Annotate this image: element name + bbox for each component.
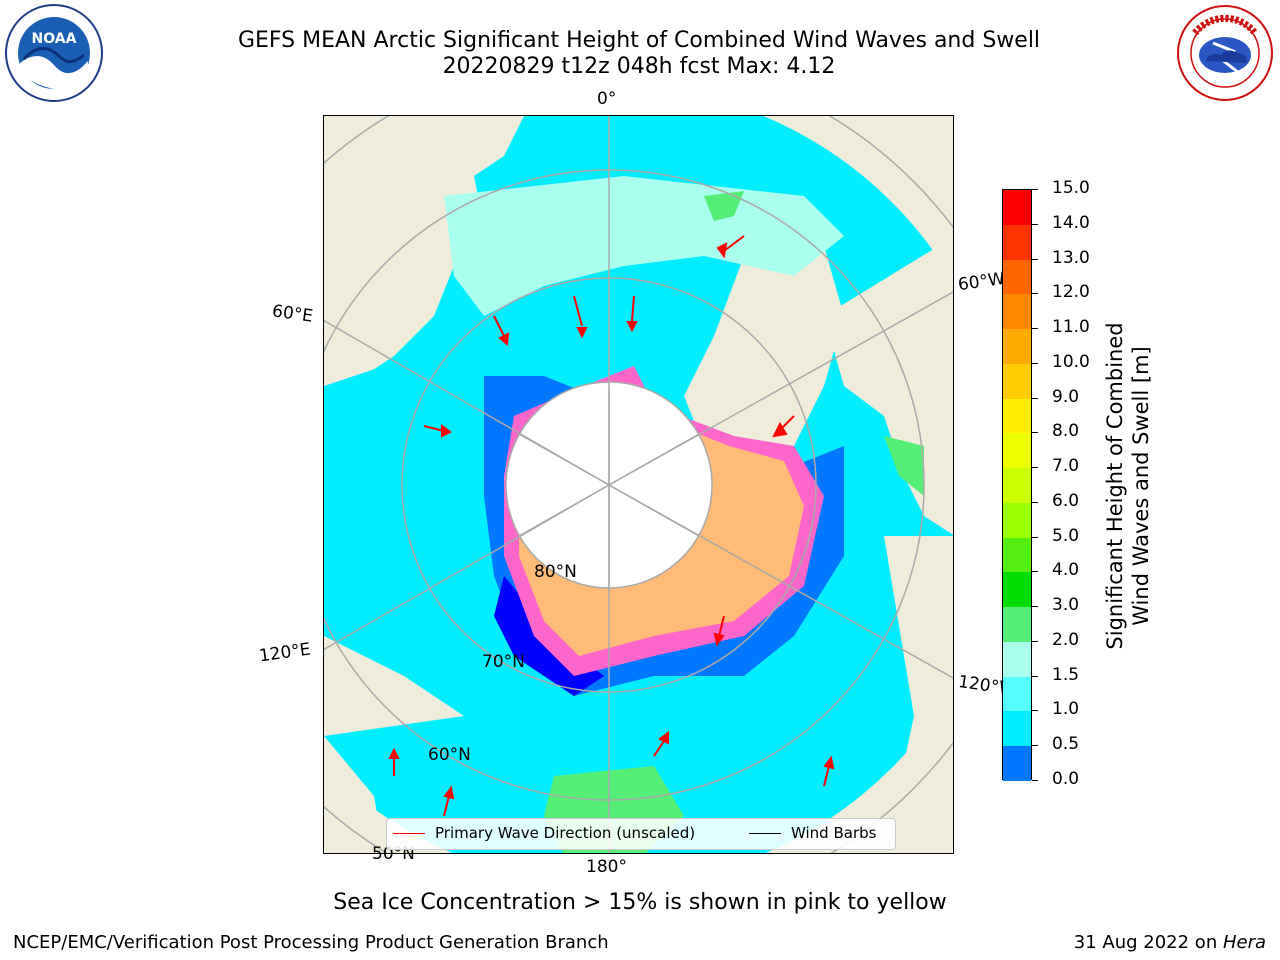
footer-host: Hera — [1222, 932, 1266, 953]
colorbar-tick-label: 8.0 — [1052, 421, 1080, 442]
colorbar-title-line1: Significant Height of Combined — [1103, 322, 1127, 650]
footer-date: 31 Aug 2022 on Hera — [1074, 932, 1266, 953]
svg-text:NOAA: NOAA — [32, 31, 77, 47]
lat-label-70n: 70°N — [482, 652, 525, 672]
colorbar-tick-label: 10.0 — [1052, 351, 1090, 372]
wave-band-atlantic — [444, 176, 844, 316]
colorbar-tick-mark — [1032, 362, 1038, 364]
colorbar-segment — [1003, 363, 1031, 400]
colorbar-segment — [1003, 294, 1031, 330]
chart-title: GEFS MEAN Arctic Significant Height of C… — [237, 28, 1041, 53]
sea-ice-note: Sea Ice Concentration > 15% is shown in … — [333, 890, 947, 915]
colorbar-segment — [1003, 468, 1031, 504]
colorbar — [1002, 189, 1032, 782]
colorbar-title: Significant Height of Combined Wind Wave… — [1102, 322, 1154, 649]
colorbar-segment — [1003, 224, 1031, 260]
noaa-logo: NOAA — [4, 3, 104, 103]
lon-label-180: 180° — [586, 857, 627, 877]
lon-label-60e: 60°E — [270, 301, 315, 327]
map-canvas — [324, 116, 953, 853]
colorbar-segment — [1003, 537, 1031, 573]
colorbar-tick-label: 14.0 — [1052, 212, 1090, 233]
colorbar-tick-mark — [1032, 258, 1038, 260]
colorbar-segment — [1003, 746, 1031, 782]
colorbar-segment — [1003, 641, 1031, 678]
colorbar-segment — [1003, 711, 1031, 747]
land-greenland — [684, 246, 844, 466]
land-kamchatka — [324, 736, 384, 853]
colorbar-tick-mark — [1032, 467, 1038, 469]
colorbar-segment — [1003, 259, 1031, 295]
chart-subtitle: 20220829 t12z 048h fcst Max: 4.12 — [442, 54, 836, 79]
colorbar-tick-mark — [1032, 501, 1038, 503]
colorbar-tick-label: 4.0 — [1052, 560, 1080, 581]
colorbar-title-line2: Wind Waves and Swell [m] — [1129, 346, 1153, 626]
colorbar-tick-mark — [1032, 432, 1038, 434]
colorbar-tick-label: 5.0 — [1052, 525, 1080, 546]
colorbar-tick-label: 13.0 — [1052, 247, 1090, 268]
colorbar-tick-mark — [1032, 780, 1038, 781]
colorbar-tick-label: 6.0 — [1052, 490, 1080, 511]
lat-label-80n: 80°N — [534, 562, 577, 582]
colorbar-segment — [1003, 190, 1031, 226]
colorbar-segment — [1003, 676, 1031, 712]
colorbar-tick-label: 9.0 — [1052, 386, 1080, 407]
footer-date-text: 31 Aug 2022 on — [1073, 932, 1223, 953]
land-europe — [324, 116, 524, 386]
footer-branch: NCEP/EMC/Verification Post Processing Pr… — [13, 932, 609, 953]
colorbar-tick-mark — [1032, 223, 1038, 225]
colorbar-tick-mark — [1032, 293, 1038, 295]
lon-label-60w: 60°W — [956, 268, 1007, 296]
colorbar-tick-mark — [1032, 571, 1038, 573]
lon-label-120e: 120°E — [257, 639, 312, 667]
colorbar-tick-label: 1.0 — [1052, 699, 1080, 720]
nws-logo — [1175, 3, 1275, 103]
land-siberia — [324, 636, 464, 736]
colorbar-tick-label: 3.0 — [1052, 595, 1080, 616]
legend-red-line — [393, 832, 425, 834]
colorbar-tick-mark — [1032, 640, 1038, 642]
legend-wave-direction-label: Primary Wave Direction (unscaled) — [435, 824, 696, 842]
colorbar-segment — [1003, 502, 1031, 539]
arctic-map — [323, 115, 954, 854]
colorbar-tick-label: 11.0 — [1052, 317, 1090, 338]
colorbar-segment — [1003, 433, 1031, 469]
colorbar-tick-mark — [1032, 536, 1038, 538]
colorbar-tick-label: 7.0 — [1052, 456, 1080, 477]
colorbar-tick-label: 0.0 — [1052, 769, 1080, 789]
colorbar-tick-mark — [1032, 397, 1038, 399]
colorbar-tick-label: 12.0 — [1052, 282, 1090, 303]
land-north-america — [884, 536, 953, 853]
colorbar-tick-label: 2.0 — [1052, 629, 1080, 650]
colorbar-tick-mark — [1032, 189, 1038, 190]
colorbar-segment — [1003, 398, 1031, 434]
colorbar-tick-label: 0.5 — [1052, 734, 1080, 755]
colorbar-segment — [1003, 572, 1031, 608]
colorbar-tick-mark — [1032, 710, 1038, 712]
colorbar-tick-mark — [1032, 675, 1038, 677]
colorbar-segment — [1003, 329, 1031, 365]
map-legend: Primary Wave Direction (unscaled) Wind B… — [386, 818, 896, 850]
legend-black-line — [749, 832, 781, 834]
colorbar-tick-mark — [1032, 745, 1038, 747]
legend-wind-barbs: Wind Barbs — [749, 824, 876, 842]
legend-wave-direction: Primary Wave Direction (unscaled) — [393, 824, 695, 842]
colorbar-tick-mark — [1032, 328, 1038, 330]
lon-label-0: 0° — [597, 89, 617, 109]
colorbar-tick-label: 1.5 — [1052, 664, 1080, 685]
colorbar-tick-label: 15.0 — [1052, 178, 1090, 198]
wave-direction-arrows — [388, 235, 835, 817]
colorbar-tick-mark — [1032, 606, 1038, 608]
legend-wind-barbs-label: Wind Barbs — [791, 824, 877, 842]
lat-label-60n: 60°N — [428, 745, 471, 765]
colorbar-segment — [1003, 607, 1031, 643]
